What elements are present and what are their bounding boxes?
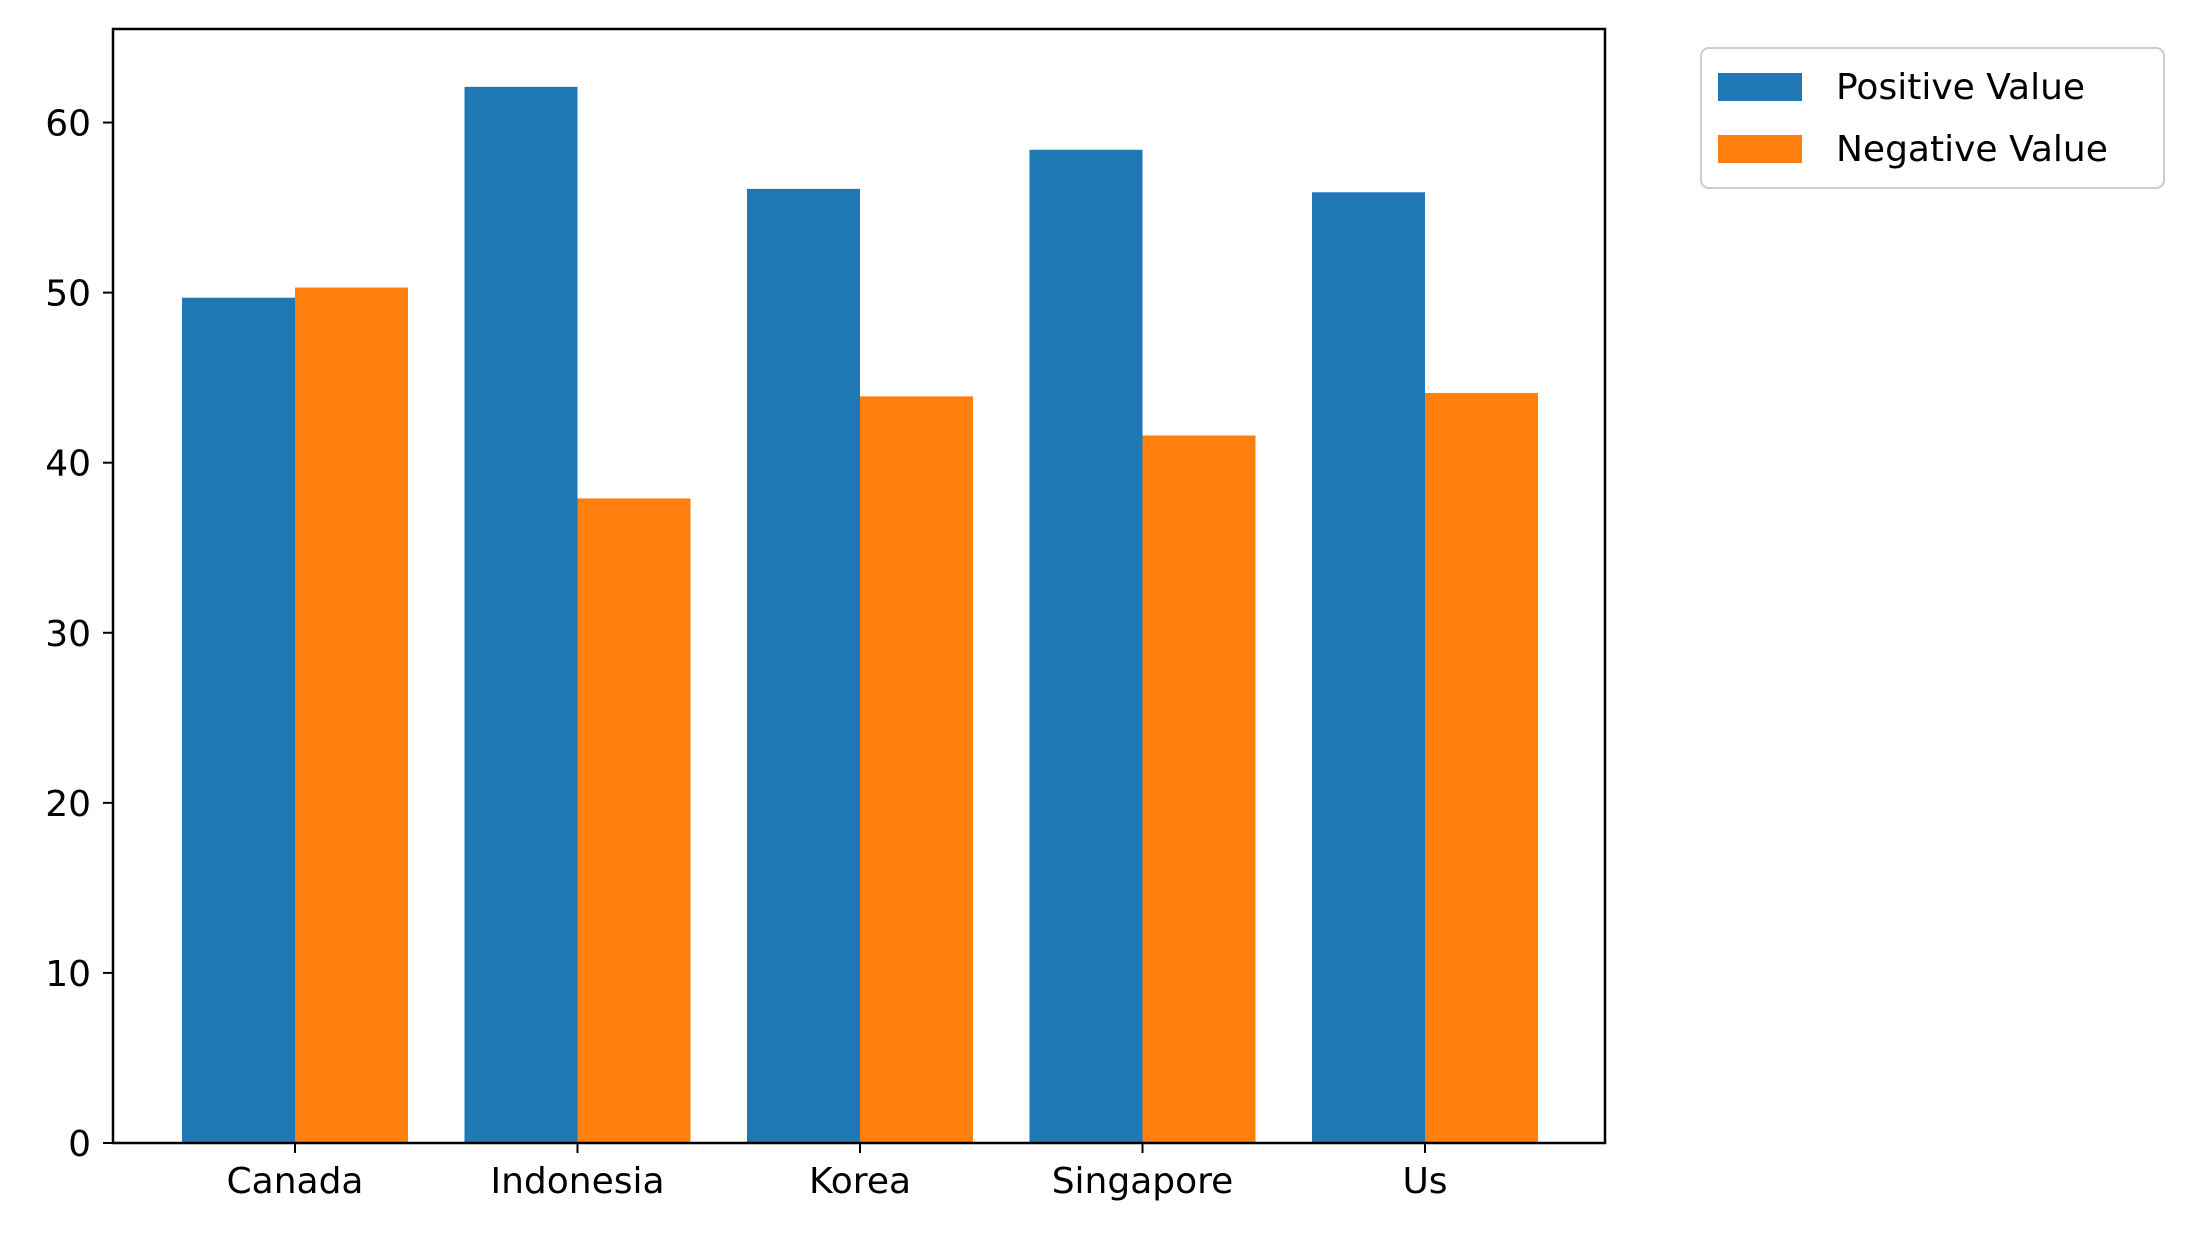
bars-group xyxy=(182,86,1538,1144)
y-tick-label-50: 50 xyxy=(45,274,91,315)
y-tick-label-60: 60 xyxy=(45,104,91,145)
bar-positive-value-singapore xyxy=(1029,149,1143,1143)
bar-positive-value-korea xyxy=(747,188,860,1143)
bar-positive-value-us xyxy=(1312,192,1425,1143)
plot-area-frame xyxy=(111,27,1607,1145)
y-tick-label-40: 40 xyxy=(45,444,91,485)
y-tick-label-30: 30 xyxy=(45,614,91,655)
x-tick-label-singapore: Singapore xyxy=(1052,1161,1234,1202)
bar-negative-value-us xyxy=(1425,392,1538,1143)
bar-negative-value-korea xyxy=(860,396,973,1144)
bar-positive-value-canada xyxy=(182,297,295,1144)
y-tick-label-20: 20 xyxy=(45,784,91,825)
bar-negative-value-indonesia xyxy=(577,498,691,1144)
x-tick-label-canada: Canada xyxy=(227,1161,364,1202)
bar-negative-value-singapore xyxy=(1142,435,1256,1144)
legend-swatch-positive-value xyxy=(1718,73,1802,101)
legend-label-negative-value: Negative Value xyxy=(1836,129,2108,170)
y-tick-label-10: 10 xyxy=(45,954,91,995)
x-tick-label-indonesia: Indonesia xyxy=(490,1161,664,1202)
legend-label-positive-value: Positive Value xyxy=(1836,67,2085,108)
bar-positive-value-indonesia xyxy=(464,86,578,1144)
x-tick-label-us: Us xyxy=(1402,1161,1447,1202)
legend-frame xyxy=(1700,47,2165,189)
legend: Positive Value Negative Value xyxy=(1700,47,2165,189)
y-tick-label-0: 0 xyxy=(68,1124,91,1165)
legend-swatch-negative-value xyxy=(1718,135,1802,163)
y-axis: 0 10 20 30 40 50 60 xyxy=(45,104,113,1165)
x-tick-label-korea: Korea xyxy=(809,1161,911,1202)
bar-negative-value-canada xyxy=(295,287,408,1144)
x-axis: Canada Indonesia Korea Singapore Us xyxy=(227,1143,1448,1202)
